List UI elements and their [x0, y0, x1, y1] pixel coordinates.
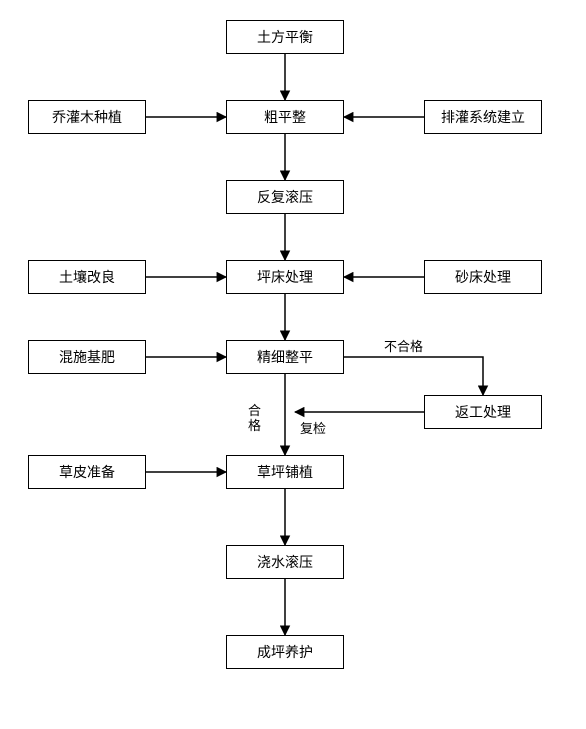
- node-n10: 精细整平: [226, 340, 344, 374]
- node-label: 返工处理: [455, 402, 511, 422]
- node-label: 反复滚压: [257, 187, 313, 207]
- node-label: 浇水滚压: [257, 552, 313, 572]
- node-n6: 土壤改良: [28, 260, 146, 294]
- node-n5: 反复滚压: [226, 180, 344, 214]
- node-n13: 草坪铺植: [226, 455, 344, 489]
- node-label: 土方平衡: [257, 27, 313, 47]
- node-label: 排灌系统建立: [441, 107, 525, 127]
- edge-label: 合格: [248, 403, 264, 433]
- node-n14: 浇水滚压: [226, 545, 344, 579]
- node-label: 草坪铺植: [257, 462, 313, 482]
- node-n3: 粗平整: [226, 100, 344, 134]
- node-n8: 砂床处理: [424, 260, 542, 294]
- node-label: 坪床处理: [257, 267, 313, 287]
- node-n4: 排灌系统建立: [424, 100, 542, 134]
- node-n1: 土方平衡: [226, 20, 344, 54]
- edge-n10-n11: [344, 357, 483, 395]
- node-n11: 返工处理: [424, 395, 542, 429]
- node-n9: 混施基肥: [28, 340, 146, 374]
- node-n15: 成坪养护: [226, 635, 344, 669]
- node-label: 混施基肥: [59, 347, 115, 367]
- node-label: 成坪养护: [257, 642, 313, 662]
- node-label: 砂床处理: [455, 267, 511, 287]
- node-label: 乔灌木种植: [52, 107, 122, 127]
- node-n7: 坪床处理: [226, 260, 344, 294]
- edge-label: 复检: [300, 418, 326, 437]
- node-label: 草皮准备: [59, 462, 115, 482]
- node-label: 粗平整: [264, 107, 306, 127]
- edge-label: 不合格: [384, 336, 423, 355]
- flowchart-canvas: 土方平衡乔灌木种植 粗平整 排灌系统建立反复滚压土壤改良 坪床处理 砂床处理混施基肥 精细…: [0, 0, 586, 729]
- node-n2: 乔灌木种植: [28, 100, 146, 134]
- node-n12: 草皮准备: [28, 455, 146, 489]
- node-label: 土壤改良: [59, 267, 115, 287]
- node-label: 精细整平: [257, 347, 313, 367]
